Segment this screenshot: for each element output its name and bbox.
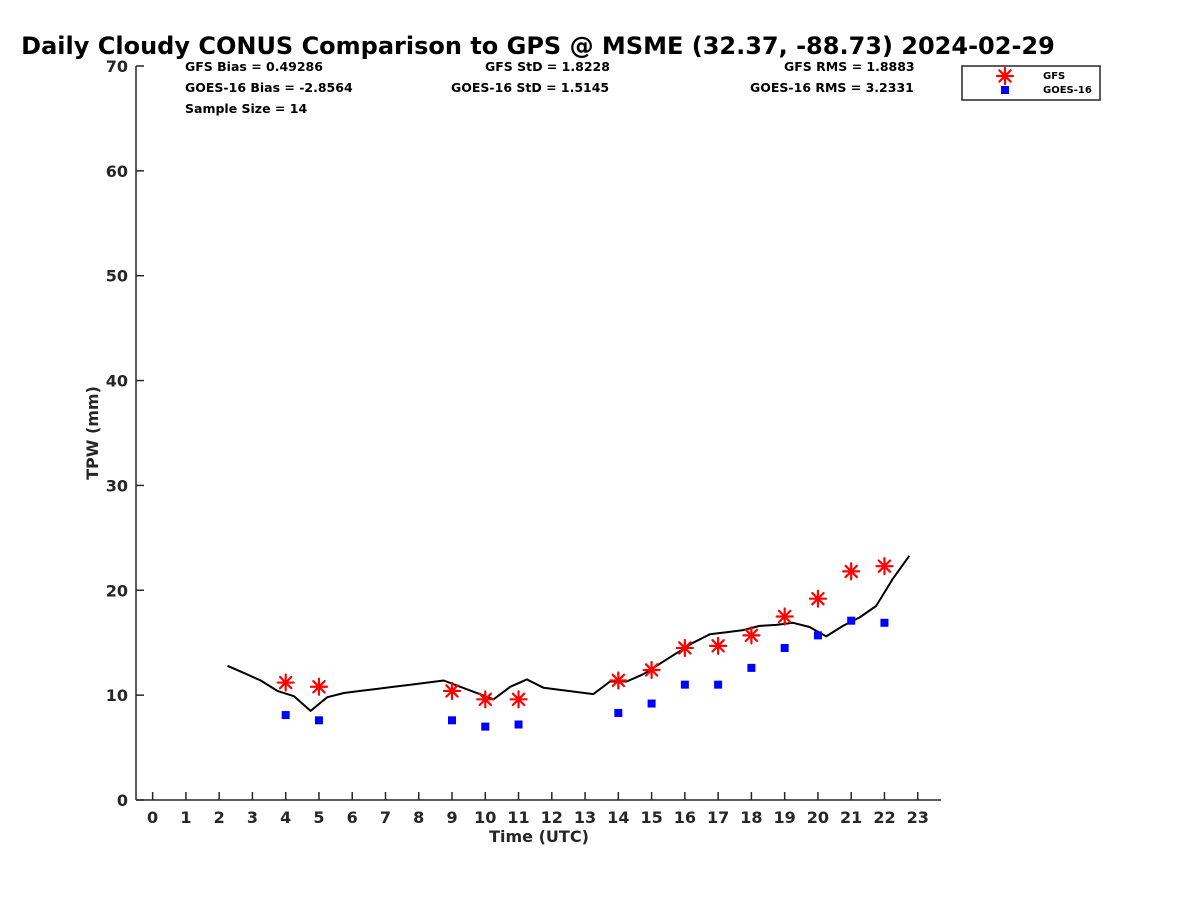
goes16-point (647, 699, 656, 708)
gfs-point (609, 671, 628, 690)
x-tick-label: 17 (707, 808, 729, 827)
gfs-point (709, 636, 728, 655)
gfs-point (875, 557, 894, 576)
x-tick-label: 5 (313, 808, 324, 827)
goes16-point (780, 643, 789, 652)
y-tick-label: 10 (106, 686, 128, 705)
x-tick-label: 1 (180, 808, 191, 827)
gfs-point (675, 638, 694, 658)
gfs-point (509, 690, 528, 709)
chart-title: Daily Cloudy CONUS Comparison to GPS @ M… (21, 32, 1055, 60)
goes16-point (880, 618, 889, 627)
goes16-point (747, 663, 756, 672)
y-tick-label: 0 (117, 791, 128, 810)
gfs-point (742, 626, 761, 645)
x-ticks: 0 1 2 3 4 5 6 7 8 9 10 11 12 13 14 15 16 17 18 19 20 21 22 23 (147, 792, 929, 827)
x-tick-label: 21 (840, 808, 862, 827)
x-tick-label: 7 (380, 808, 391, 827)
gfs-point (775, 607, 794, 626)
goes16-point (614, 708, 623, 717)
gfs-point (842, 562, 861, 581)
goes16-point (481, 722, 490, 731)
y-axis-label: TPW (mm) (83, 386, 102, 480)
x-tick-label: 3 (247, 808, 258, 827)
y-tick-label: 50 (106, 267, 128, 286)
goes16-point (448, 716, 457, 725)
x-tick-label: 0 (147, 808, 158, 827)
legend-gfs-asterisk (995, 66, 1015, 86)
gfs-bias-stat: GFS Bias = 0.49286 (185, 59, 323, 74)
goes16-point (847, 616, 856, 625)
goes16-point (514, 720, 523, 729)
gfs-point (476, 690, 495, 709)
gfs-point (808, 589, 828, 608)
legend-box (961, 65, 1101, 101)
y-ticks: 0 10 20 30 40 50 60 70 (106, 57, 144, 810)
x-tick-label: 18 (740, 808, 762, 827)
y-tick-label: 60 (106, 162, 128, 181)
gps-tpw-line (227, 555, 911, 712)
x-tick-label: 12 (541, 808, 563, 827)
legend-goes16-label: GOES-16 (1043, 85, 1092, 96)
x-tick-label: 23 (907, 808, 929, 827)
x-tick-label: 10 (474, 808, 496, 827)
x-tick-label: 15 (640, 808, 662, 827)
goes16-point (314, 716, 323, 725)
x-tick-label: 11 (507, 808, 529, 827)
x-tick-label: 8 (413, 808, 424, 827)
x-tick-label: 4 (280, 808, 291, 827)
legend-gfs-marker (995, 66, 1015, 86)
goes-rms-stat: GOES-16 RMS = 3.2331 (750, 80, 914, 95)
x-tick-label: 22 (873, 808, 895, 827)
y-tick-label: 70 (106, 57, 128, 76)
y-tick-label: 20 (106, 581, 128, 600)
gfs-rms-stat: GFS RMS = 1.8883 (784, 59, 915, 74)
legend: GFS GOES-16 (961, 65, 1101, 101)
goes16-point (680, 680, 689, 689)
gfs-point (442, 681, 462, 701)
goes16-point (813, 631, 822, 640)
x-tick-label: 19 (774, 808, 796, 827)
x-tick-label: 20 (807, 808, 829, 827)
goes16-point (714, 680, 723, 689)
gfs-point (309, 677, 329, 696)
x-tick-label: 16 (674, 808, 696, 827)
x-axis-label: Time (UTC) (489, 827, 589, 846)
gfs-point (276, 673, 295, 692)
y-tick-label: 30 (106, 476, 128, 495)
goes-std-stat: GOES-16 StD = 1.5145 (451, 80, 609, 95)
legend-gfs-label: GFS (1043, 71, 1065, 82)
x-tick-label: 9 (446, 808, 457, 827)
x-tick-label: 13 (574, 808, 596, 827)
sample-size-stat: Sample Size = 14 (185, 101, 307, 116)
y-tick-label: 40 (106, 372, 128, 391)
legend-goes16-marker (1001, 86, 1009, 94)
x-tick-label: 6 (347, 808, 358, 827)
x-tick-label: 2 (214, 808, 225, 827)
goes-bias-stat: GOES-16 Bias = -2.8564 (185, 80, 353, 95)
gfs-std-stat: GFS StD = 1.8228 (485, 59, 610, 74)
plot-area (227, 555, 911, 731)
goes16-point (281, 711, 290, 720)
x-tick-label: 14 (607, 808, 629, 827)
gfs-point (642, 660, 661, 680)
